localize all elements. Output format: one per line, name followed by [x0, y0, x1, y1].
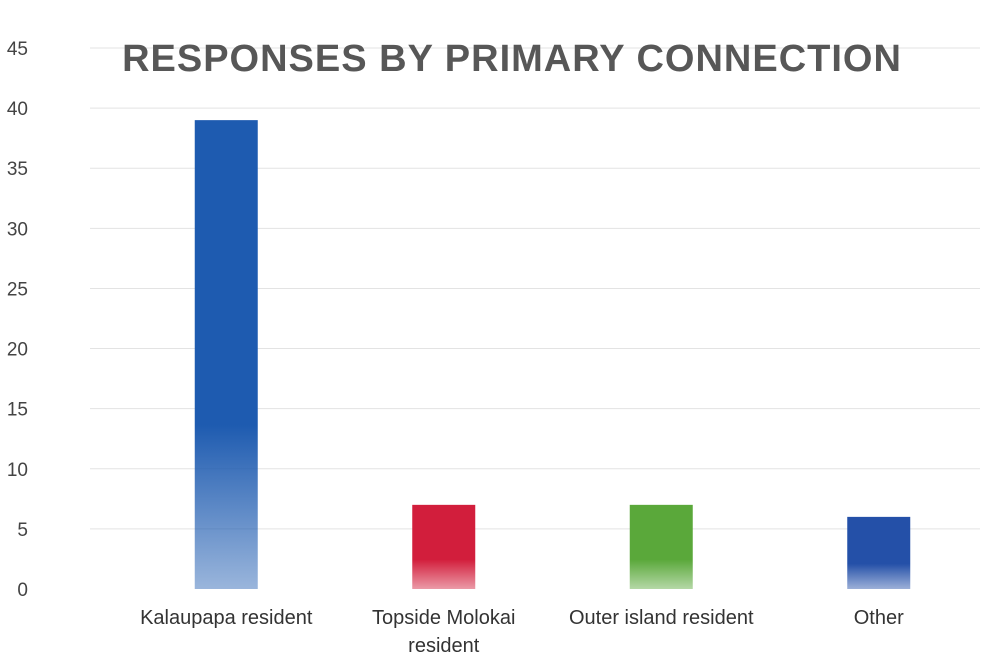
y-tick-label: 45: [7, 39, 28, 60]
y-tick-label: 10: [7, 460, 28, 481]
bar: [194, 120, 258, 589]
y-tick-label: 30: [7, 219, 28, 240]
x-category-label: Kalaupapa resident: [140, 607, 313, 629]
y-tick-label: 40: [7, 99, 28, 120]
y-tick-label: 20: [7, 340, 28, 361]
y-tick-label: 15: [7, 400, 28, 421]
x-category-label: Other: [854, 607, 904, 629]
y-tick-label: 5: [17, 520, 28, 541]
y-axis-ticks: 0 5 10 15 20 25 30 35 40 45: [7, 39, 28, 601]
chart-title: RESPONSES BY PRIMARY CONNECTION: [122, 38, 902, 80]
y-tick-label: 35: [7, 159, 28, 180]
x-axis-categories: Kalaupapa resident Topside Molokai residen…: [140, 607, 904, 657]
x-category-label: resident: [408, 635, 480, 657]
y-tick-label: 25: [7, 279, 28, 300]
bar: [412, 504, 476, 589]
x-category-label: Topside Molokai: [372, 607, 515, 629]
bars: [194, 120, 911, 589]
bar: [629, 504, 693, 589]
y-tick-label: 0: [17, 580, 28, 601]
bar: [847, 516, 911, 589]
x-category-label: Outer island resident: [569, 607, 754, 629]
